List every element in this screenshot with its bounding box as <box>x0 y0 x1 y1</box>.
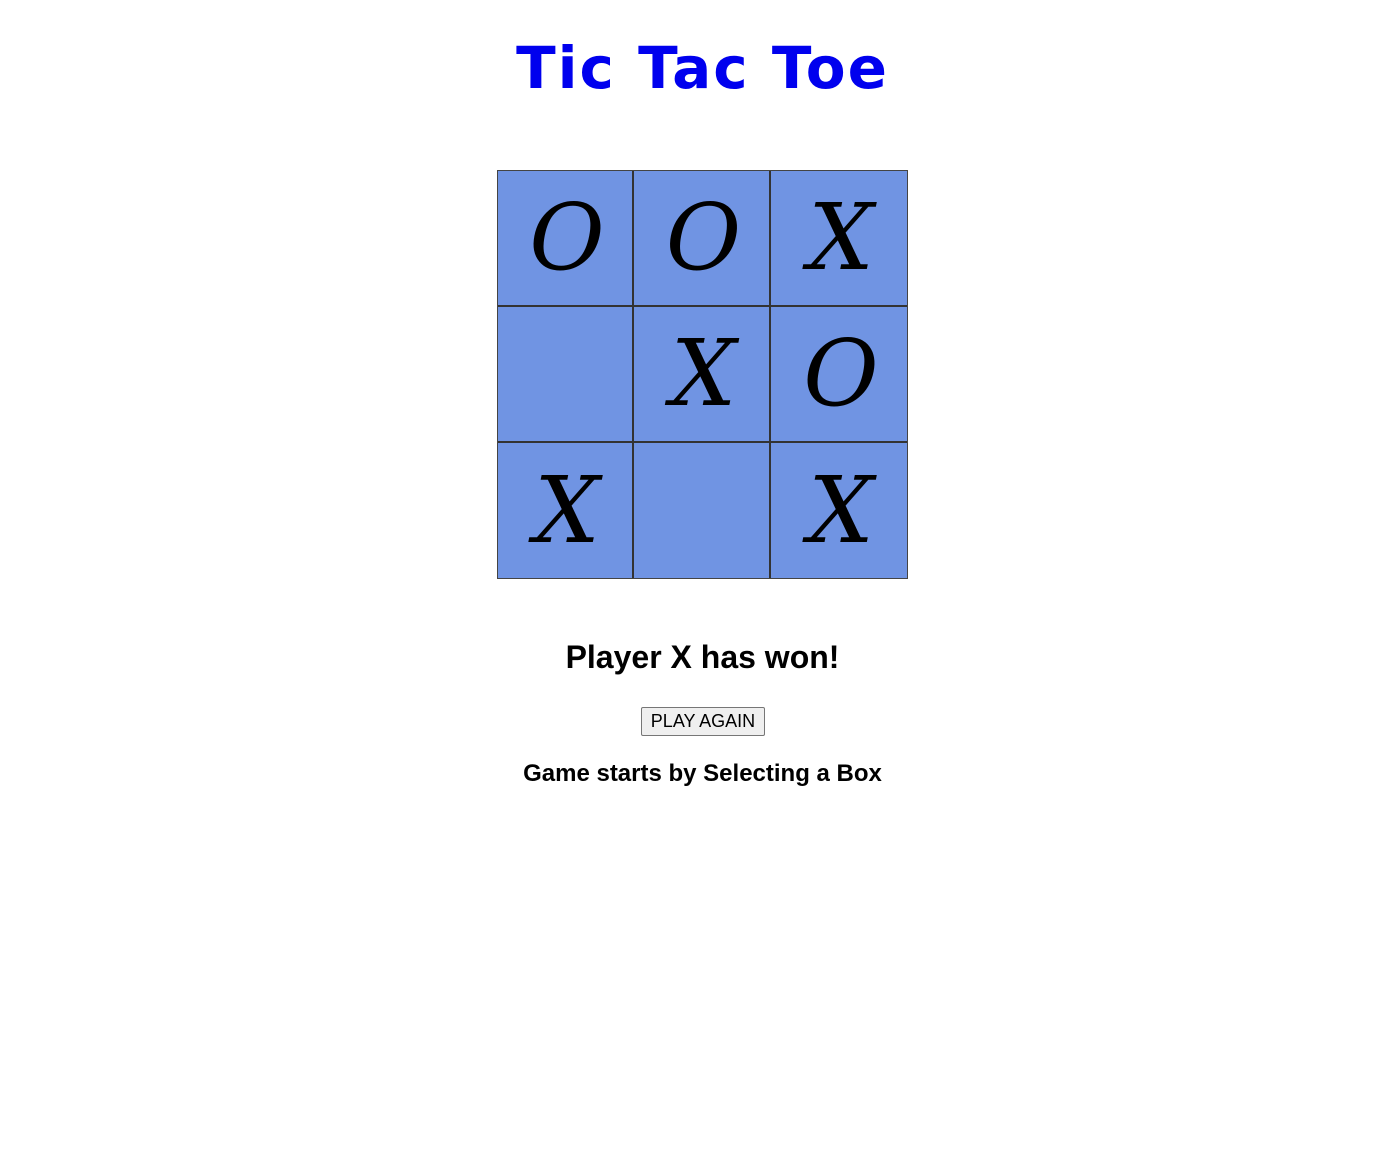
board-cell-r1c1[interactable]: O <box>498 171 634 307</box>
game-hint: Game starts by Selecting a Box <box>523 760 882 787</box>
board-cell-r2c1[interactable] <box>498 307 634 443</box>
game-board: O O X X O X X <box>497 170 908 579</box>
board-cell-r3c1[interactable]: X <box>498 443 634 578</box>
play-again-button[interactable]: PLAY AGAIN <box>641 707 765 736</box>
game-status: Player X has won! <box>565 639 840 675</box>
board-cell-r1c3[interactable]: X <box>771 171 907 307</box>
board-cell-r3c3[interactable]: X <box>771 443 907 578</box>
board-cell-r2c2[interactable]: X <box>634 307 771 443</box>
board-cell-r2c3[interactable]: O <box>771 307 907 443</box>
board-cell-r3c2[interactable] <box>634 443 771 578</box>
board-cell-r1c2[interactable]: O <box>634 171 771 307</box>
page-title: Tic Tac Toe <box>516 34 889 102</box>
